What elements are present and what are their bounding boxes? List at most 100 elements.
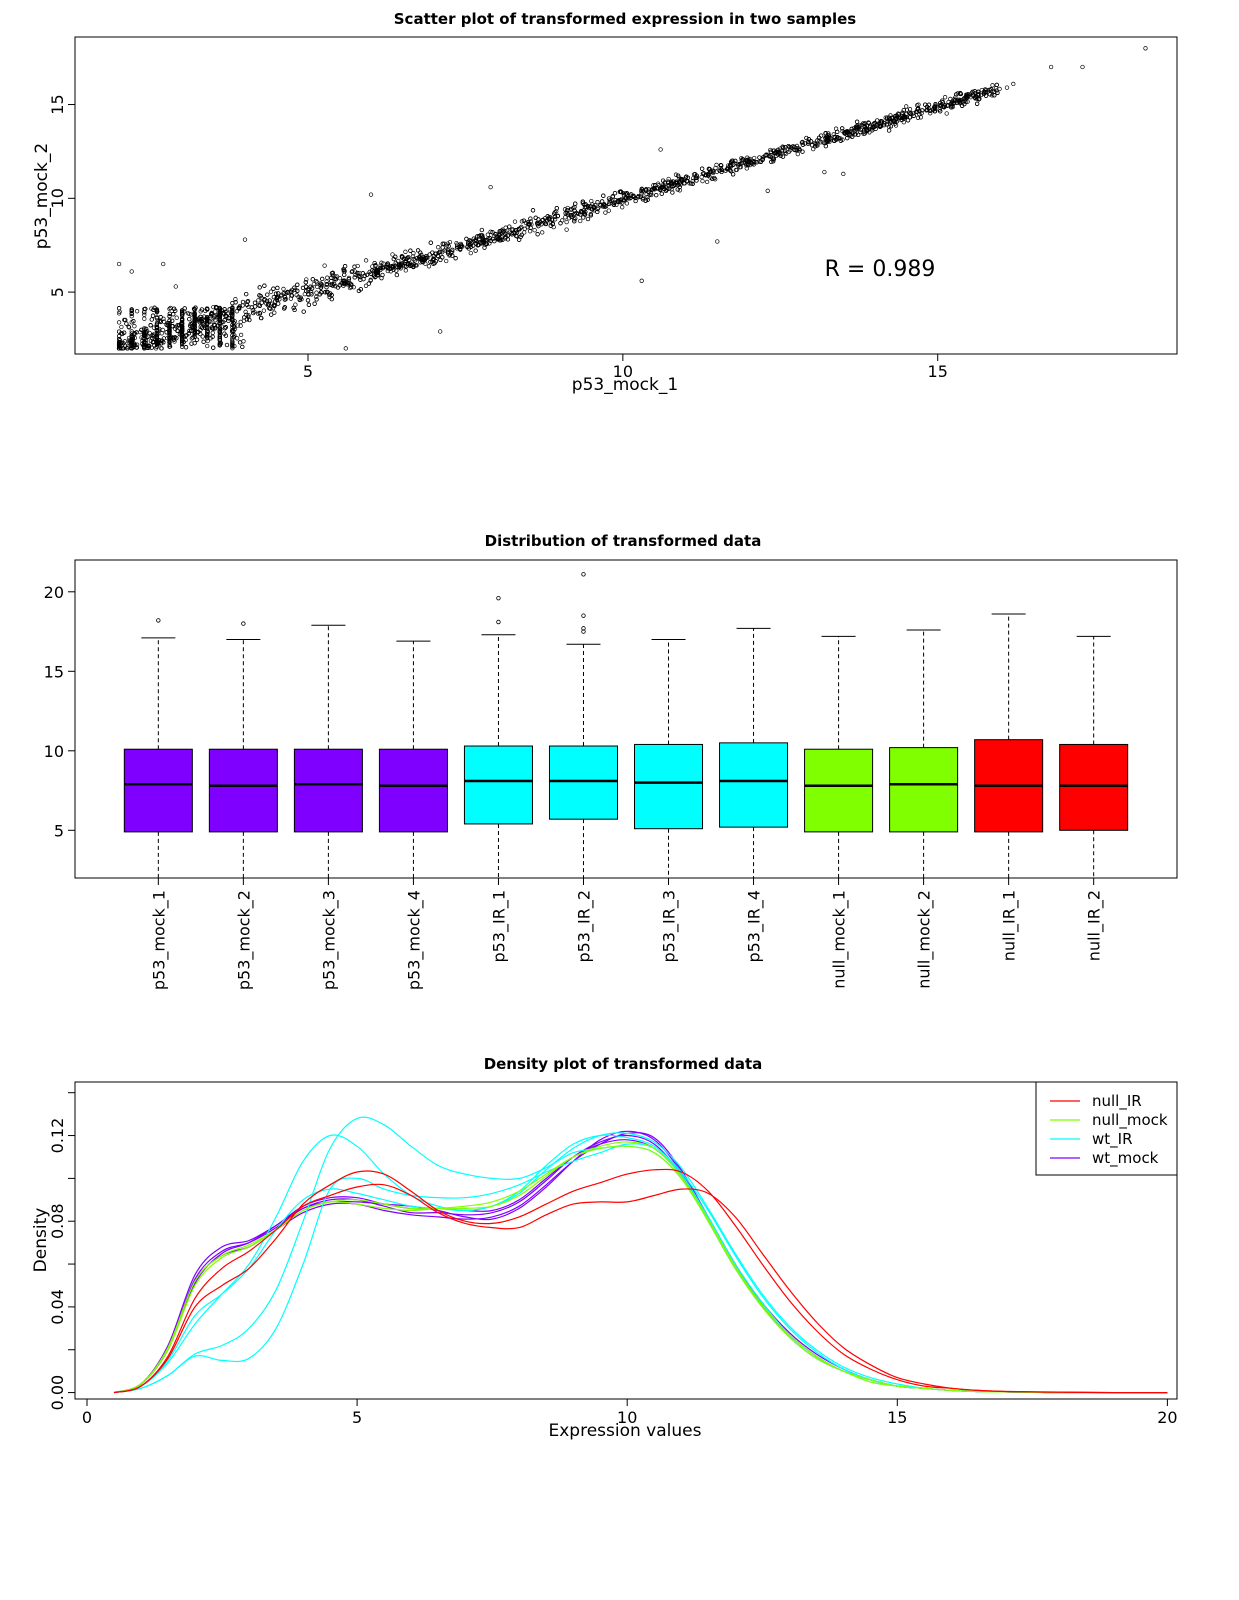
scatter-point bbox=[175, 328, 180, 333]
scatter-point bbox=[938, 100, 943, 106]
scatter-point bbox=[745, 160, 750, 165]
scatter-point bbox=[601, 193, 606, 198]
scatter-point bbox=[659, 191, 664, 196]
scatter-point bbox=[186, 331, 192, 336]
scatter-point bbox=[627, 196, 633, 201]
scatter-point bbox=[973, 94, 979, 99]
y-tick-label: 0.08 bbox=[48, 1203, 67, 1239]
scatter-point bbox=[970, 93, 976, 98]
x-tick-label: 20 bbox=[1157, 1408, 1177, 1427]
scatter-point bbox=[329, 292, 334, 298]
scatter-point bbox=[412, 258, 418, 263]
scatter-point bbox=[962, 98, 967, 103]
box-outlier bbox=[241, 621, 246, 626]
x-tick-label: 5 bbox=[352, 1408, 362, 1427]
scatter-point bbox=[420, 257, 425, 262]
scatter-point bbox=[232, 333, 237, 338]
scatter-point bbox=[569, 206, 574, 212]
scatter-point bbox=[179, 333, 185, 339]
scatter-point bbox=[308, 284, 313, 289]
scatter-point bbox=[356, 273, 361, 278]
scatter-point bbox=[752, 160, 757, 165]
scatter-point bbox=[303, 280, 308, 285]
scatter-point bbox=[342, 272, 347, 278]
scatter-point bbox=[711, 169, 716, 174]
scatter-point bbox=[482, 245, 487, 250]
scatter-point bbox=[503, 236, 508, 241]
scatter-point bbox=[116, 333, 122, 339]
scatter-point bbox=[242, 237, 248, 242]
scatter-point bbox=[920, 108, 925, 113]
scatter-point bbox=[479, 227, 485, 233]
scatter-point bbox=[142, 312, 147, 317]
scatter-point bbox=[179, 331, 185, 337]
scatter-point bbox=[212, 326, 218, 331]
scatter-point bbox=[519, 224, 524, 230]
scatter-point bbox=[808, 139, 814, 144]
scatter-point bbox=[419, 252, 424, 258]
box-iqr bbox=[208, 748, 278, 833]
scatter-point bbox=[171, 336, 176, 341]
scatter-point bbox=[771, 156, 777, 161]
scatter-point bbox=[437, 249, 442, 255]
scatter-point bbox=[915, 106, 920, 112]
scatter-point bbox=[896, 115, 901, 121]
box-iqr bbox=[548, 745, 618, 820]
scatter-point bbox=[618, 199, 623, 205]
scatter-point bbox=[252, 304, 258, 309]
scatter-point bbox=[595, 209, 600, 215]
density-line-null_IR bbox=[113, 1183, 1168, 1394]
scatter-point bbox=[450, 247, 455, 253]
box-iqr bbox=[634, 743, 704, 830]
scatter-point bbox=[640, 189, 645, 194]
scatter-point bbox=[995, 90, 1000, 95]
scatter-point bbox=[889, 115, 894, 121]
scatter-point bbox=[471, 243, 476, 248]
scatter-point bbox=[306, 292, 311, 297]
scatter-point bbox=[304, 277, 309, 282]
scatter-x-label: p53_mock_1 bbox=[572, 375, 678, 395]
scatter-point bbox=[217, 313, 222, 319]
scatter-point bbox=[903, 114, 908, 120]
scatter-point bbox=[845, 135, 850, 141]
x-tick-label: p53_IR_1 bbox=[489, 890, 509, 963]
scatter-point bbox=[380, 272, 385, 278]
scatter-point bbox=[884, 122, 889, 127]
scatter-point bbox=[746, 158, 751, 164]
scatter-point bbox=[444, 258, 449, 264]
scatter-point bbox=[142, 310, 147, 315]
scatter-point bbox=[649, 187, 654, 192]
scatter-point bbox=[840, 126, 845, 131]
scatter-point bbox=[274, 297, 280, 302]
scatter-point bbox=[164, 330, 169, 335]
scatter-point bbox=[150, 339, 156, 344]
legend-label: null_mock bbox=[1092, 1111, 1168, 1130]
scatter-point bbox=[203, 325, 208, 331]
box-y-axis: 5 10 15 20 bbox=[44, 583, 75, 840]
scatter-point bbox=[291, 305, 296, 311]
scatter-point bbox=[230, 339, 235, 345]
scatter-point bbox=[230, 314, 235, 319]
scatter-point bbox=[823, 131, 828, 136]
scatter-point bbox=[885, 119, 890, 124]
scatter-point bbox=[831, 132, 836, 137]
scatter-point bbox=[757, 159, 762, 164]
scatter-point bbox=[192, 330, 197, 335]
scatter-point bbox=[314, 297, 319, 302]
scatter-point bbox=[276, 301, 281, 306]
scatter-point bbox=[211, 314, 217, 319]
scatter-point bbox=[238, 332, 244, 338]
scatter-point bbox=[258, 315, 264, 321]
scatter-point bbox=[994, 82, 999, 88]
y-tick-label: 10 bbox=[48, 188, 67, 208]
scatter-point bbox=[240, 299, 246, 305]
scatter-point bbox=[217, 337, 222, 342]
scatter-point bbox=[175, 323, 180, 328]
scatter-point bbox=[958, 97, 963, 103]
scatter-point bbox=[288, 289, 293, 294]
scatter-point bbox=[618, 189, 623, 194]
scatter-point bbox=[875, 121, 880, 127]
scatter-point bbox=[1143, 46, 1148, 51]
scatter-point bbox=[806, 140, 811, 145]
scatter-point bbox=[160, 327, 165, 333]
